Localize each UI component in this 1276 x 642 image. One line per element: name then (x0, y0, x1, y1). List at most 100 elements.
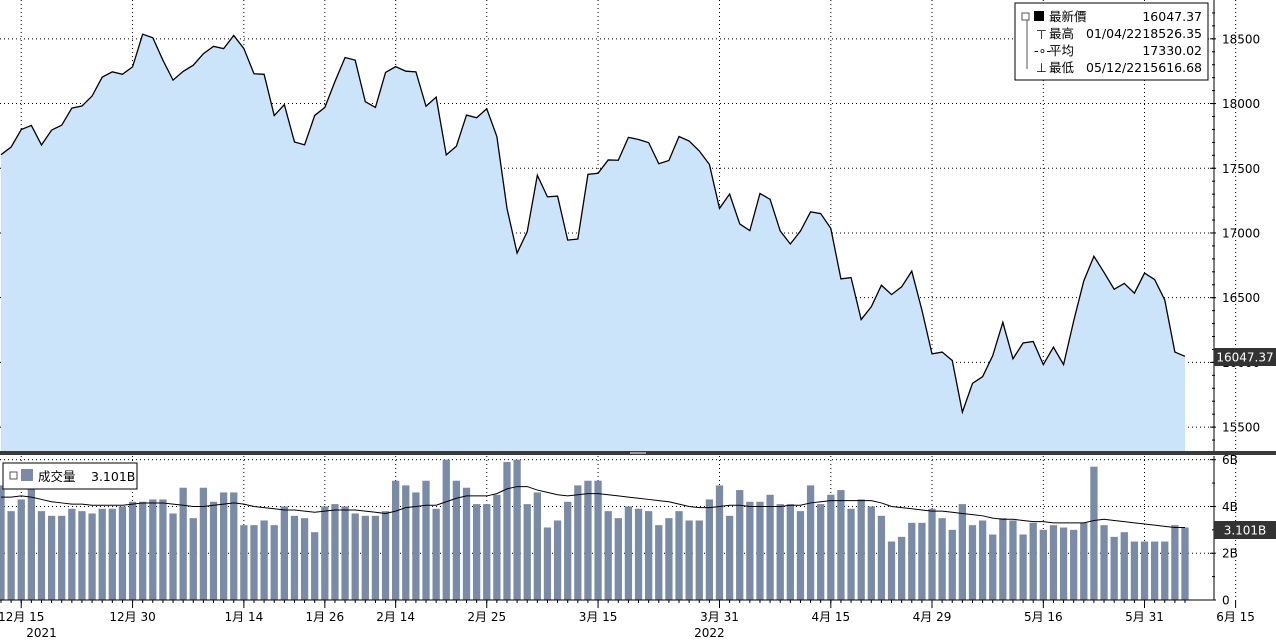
volume-bar (1110, 536, 1118, 600)
volume-bar (250, 525, 258, 600)
volume-bar (472, 504, 481, 600)
volume-bar (898, 536, 906, 600)
volume-bar (1019, 534, 1027, 600)
volume-bar (513, 459, 521, 600)
price-panel[interactable]: 15500160001650017000175001800018500 1604… (0, 0, 1276, 454)
legend-row-label: 最高 (1049, 26, 1074, 41)
volume-bar (614, 518, 622, 600)
volume-bar (169, 513, 177, 600)
volume-bar (553, 520, 562, 600)
volume-bar (564, 501, 572, 600)
panel-resize-handle-icon[interactable] (630, 452, 646, 454)
volume-bar (290, 515, 299, 600)
x-axis-tick-label: 2月 14 (376, 610, 415, 624)
x-axis-tick-label: 3月 15 (579, 610, 618, 624)
volume-bar (1059, 527, 1068, 600)
volume-bar (1070, 529, 1078, 600)
price-legend[interactable]: ⊤ -∘- ⊥ 最新價 最高 平均 最低 01/04/22 05/12/22 1… (1014, 2, 1209, 81)
volume-bar (1029, 522, 1037, 600)
volume-bar (331, 504, 339, 600)
legend-row-value: 17330.02 (1142, 43, 1202, 58)
price-legend-box (1014, 2, 1209, 81)
volume-bar (675, 511, 683, 600)
price-badge-background (1214, 348, 1276, 366)
legend-high-marker-icon: ⊤ (1036, 27, 1047, 42)
volume-y-tick-label: 0 (1222, 594, 1230, 608)
volume-bar (908, 522, 916, 600)
volume-bar (715, 485, 724, 600)
volume-bar (786, 504, 794, 600)
panel-divider[interactable] (0, 451, 1276, 455)
volume-bar (938, 518, 946, 600)
volume-bar (857, 499, 865, 600)
volume-bar (999, 518, 1007, 600)
x-axis-tick-label: 4月 15 (811, 610, 850, 624)
volume-bar (584, 480, 592, 600)
volume-bar (361, 515, 369, 600)
legend-row-label: 最新價 (1049, 9, 1087, 24)
volume-bar (887, 541, 896, 600)
volume-bar (139, 501, 147, 600)
volume-bar (1171, 525, 1179, 600)
volume-bar (0, 485, 5, 600)
legend-collapse-icon[interactable] (1021, 12, 1030, 21)
x-axis-tick-label: 4月 29 (913, 610, 952, 624)
volume-bar (321, 506, 329, 600)
volume-legend-collapse-icon[interactable] (9, 471, 18, 480)
volume-bar (746, 501, 754, 600)
volume-bar (442, 459, 450, 600)
volume-bar (766, 494, 774, 600)
volume-bar (594, 480, 602, 600)
volume-bar (837, 490, 845, 600)
volume-bar (17, 499, 25, 600)
volume-bar (948, 529, 956, 600)
volume-bar (1130, 541, 1139, 600)
volume-bar (736, 490, 744, 600)
volume-bar (98, 508, 106, 600)
volume-bar (483, 504, 491, 600)
volume-bar (118, 506, 127, 600)
volume-legend[interactable]: 成交量 3.101B (2, 462, 138, 490)
volume-legend-swatch-icon (21, 469, 33, 481)
volume-bar (270, 525, 278, 600)
volume-bar (685, 520, 693, 600)
volume-bar (37, 511, 46, 600)
volume-bars (0, 459, 1189, 600)
volume-bar (624, 506, 633, 600)
legend-average-marker-icon: -∘- (1034, 43, 1051, 58)
legend-row-date: 01/04/22 (1086, 26, 1142, 41)
volume-bar (827, 494, 835, 600)
price-y-tick-label: 17000 (1222, 226, 1260, 240)
volume-bar (1090, 466, 1098, 600)
volume-bar (199, 487, 208, 600)
volume-bar (796, 511, 805, 600)
volume-bar (776, 504, 784, 600)
volume-bar (1009, 520, 1017, 600)
volume-bar (219, 492, 228, 600)
volume-bar (1120, 532, 1128, 600)
volume-bar (412, 492, 420, 600)
x-axis-tick-label: 2月 25 (467, 610, 506, 624)
volume-bar (311, 532, 319, 600)
volume-bar (655, 525, 663, 600)
price-badge-label: 16047.37 (1216, 351, 1273, 365)
volume-bar (574, 485, 582, 600)
volume-bar (88, 513, 96, 600)
volume-bar (867, 506, 875, 600)
price-line (0, 33, 1186, 415)
volume-bar (381, 511, 390, 600)
volume-bar (705, 499, 714, 600)
volume-bar (756, 501, 764, 600)
volume-bar (78, 511, 86, 600)
legend-row-value: 15616.68 (1142, 60, 1202, 75)
volume-bar (1100, 525, 1108, 600)
volume-bar (462, 487, 471, 600)
price-y-tick-label: 18000 (1222, 97, 1260, 111)
x-axis-tick-label: 1月 26 (305, 610, 344, 624)
volume-panel[interactable]: 0 2B 4B 6B 3.101B 成交量 3.101B (0, 453, 1276, 608)
volume-bar (978, 520, 987, 600)
volume-bar (240, 525, 248, 600)
volume-bar (1181, 527, 1189, 600)
volume-bar (533, 492, 541, 600)
